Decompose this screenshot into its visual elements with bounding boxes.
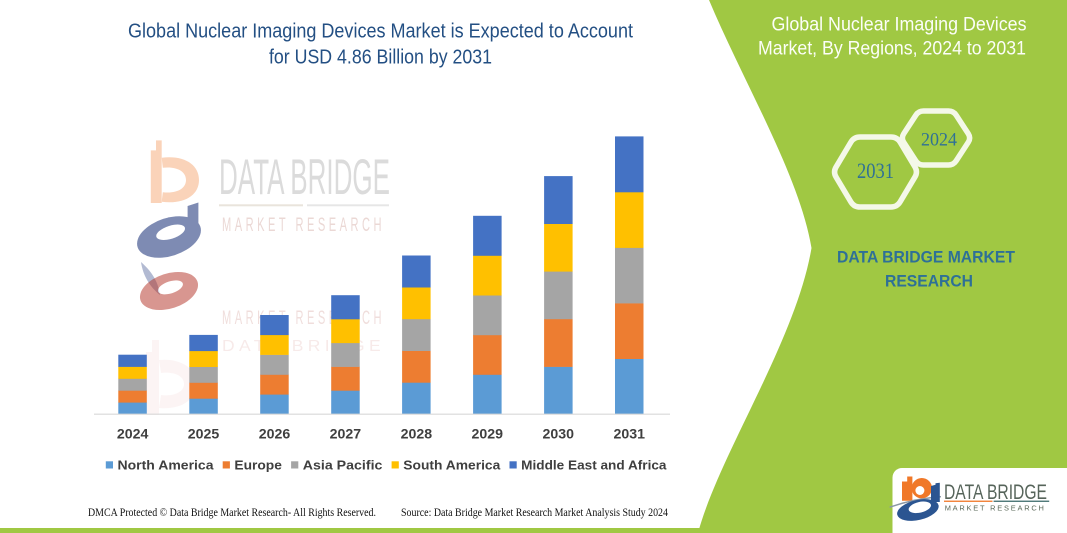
svg-text:MARKET RESEARCH: MARKET RESEARCH [222, 308, 385, 329]
svg-text:Market, By Regions, 2024 to 20: Market, By Regions, 2024 to 2031 [758, 38, 1026, 59]
svg-text:Global Nuclear Imaging Devices: Global Nuclear Imaging Devices Market is… [128, 20, 633, 43]
svg-text:2024: 2024 [921, 131, 957, 151]
svg-text:Europe: Europe [234, 458, 282, 473]
svg-text:2031: 2031 [857, 158, 894, 183]
svg-text:RESEARCH: RESEARCH [885, 272, 973, 291]
svg-text:2026: 2026 [259, 425, 291, 441]
svg-text:DATA BRIDGE: DATA BRIDGE [219, 149, 390, 205]
svg-text:DATA BRIDGE: DATA BRIDGE [222, 338, 385, 355]
svg-text:2027: 2027 [330, 425, 362, 441]
svg-text:2028: 2028 [401, 425, 433, 441]
svg-text:MARKET RESEARCH: MARKET RESEARCH [222, 215, 385, 236]
svg-text:Middle East and Africa: Middle East and Africa [521, 458, 667, 473]
svg-text:2029: 2029 [472, 425, 504, 441]
svg-text:DMCA Protected © Data Bridge M: DMCA Protected © Data Bridge Market Rese… [88, 506, 376, 519]
svg-text:2030: 2030 [543, 425, 575, 441]
svg-text:2031: 2031 [614, 425, 646, 441]
svg-text:North America: North America [118, 458, 215, 473]
svg-text:South America: South America [403, 458, 501, 473]
svg-text:for USD 4.86 Billion by 2031: for USD 4.86 Billion by 2031 [269, 46, 492, 69]
svg-text:Asia Pacific: Asia Pacific [303, 458, 383, 473]
svg-text:2025: 2025 [188, 425, 220, 441]
svg-text:MARKET RESEARCH: MARKET RESEARCH [945, 504, 1046, 513]
svg-text:DATA BRIDGE: DATA BRIDGE [944, 480, 1047, 504]
svg-text:Global Nuclear Imaging Devices: Global Nuclear Imaging Devices [772, 14, 1027, 35]
svg-text:2024: 2024 [117, 425, 149, 441]
svg-text:DATA BRIDGE MARKET: DATA BRIDGE MARKET [837, 248, 1015, 267]
svg-text:Source: Data Bridge Market Res: Source: Data Bridge Market Research Mark… [401, 506, 668, 519]
